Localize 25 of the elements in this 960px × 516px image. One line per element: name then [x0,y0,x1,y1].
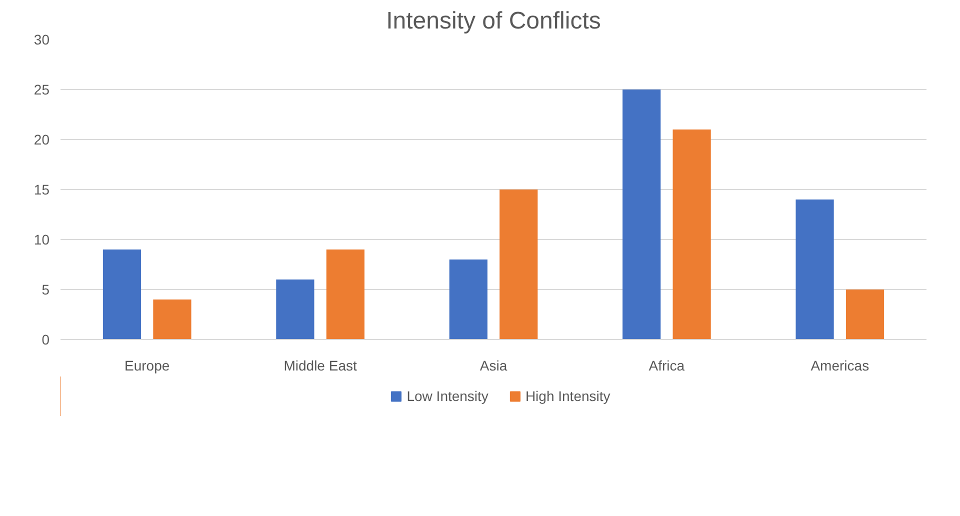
x-tick-label: Africa [648,358,685,374]
x-tick-label: Asia [480,358,508,374]
y-tick-label: 5 [42,282,50,298]
x-tick-label: Middle East [284,358,357,374]
bar [102,250,142,340]
bar [153,300,192,340]
bar [326,250,364,340]
y-tick-label: 20 [34,132,50,148]
chart-title: Intensity of Conflicts [386,8,601,34]
y-tick-label: 0 [42,332,50,348]
y-tick-label: 25 [34,82,50,98]
bar [846,290,884,340]
bar [796,200,834,340]
x-tick-label: Europe [124,358,170,374]
y-tick-label: 10 [34,232,50,248]
y-tick-label: 30 [34,32,50,48]
bar [672,130,711,340]
y-tick-label: 15 [34,182,50,198]
bar [276,280,314,340]
bar [500,190,538,340]
legend-label: Low Intensity [406,388,488,404]
x-tick-label: Americas [810,358,870,374]
legend-label: High Intensity [525,388,610,404]
bar [622,90,661,340]
bar [449,260,488,340]
